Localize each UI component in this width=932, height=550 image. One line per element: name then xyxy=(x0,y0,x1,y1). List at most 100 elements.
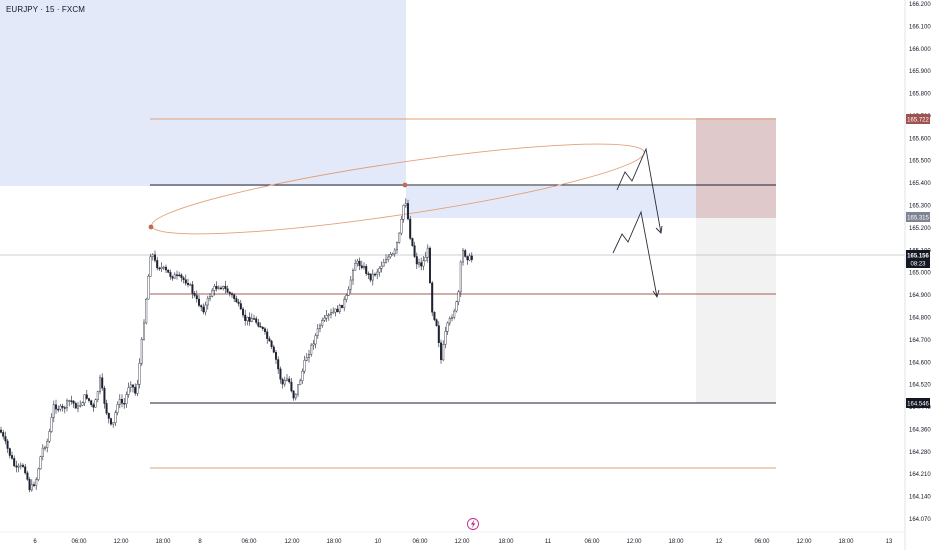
candle-body xyxy=(48,431,51,442)
candle-body xyxy=(349,279,352,290)
candle-body xyxy=(369,273,372,281)
candle-body xyxy=(283,380,286,385)
candle-body xyxy=(90,400,93,405)
candle-body xyxy=(429,247,432,284)
candle-body xyxy=(136,384,139,394)
short-position-stop-zone[interactable] xyxy=(696,118,776,218)
price-axis-label: 166.100 xyxy=(909,24,931,30)
price-axis-label: 166.000 xyxy=(909,47,931,53)
candle-body xyxy=(264,328,267,332)
candle-body xyxy=(323,317,326,321)
candle-body xyxy=(453,310,456,318)
candle-body xyxy=(160,267,163,269)
candle-body xyxy=(415,256,418,265)
time-axis-label: 11 xyxy=(545,539,552,545)
bolt-icon[interactable] xyxy=(467,518,479,530)
candle-body xyxy=(8,448,11,456)
candle-body xyxy=(6,440,9,449)
candle-body xyxy=(213,286,216,291)
candle-body xyxy=(26,472,29,480)
price-axis[interactable]: 166.200 166.100 166.000 165.900 165.800 165.7… xyxy=(909,2,931,523)
candle-body xyxy=(87,398,90,401)
candle-body xyxy=(222,286,225,289)
price-axis-label: 165.400 xyxy=(909,181,931,187)
candle-body xyxy=(219,287,222,290)
candle-body xyxy=(200,305,203,308)
candle-body xyxy=(246,317,249,322)
ellipse-anchor-left[interactable] xyxy=(148,224,154,230)
svg-text:164.546: 164.546 xyxy=(907,402,929,408)
candle-body xyxy=(193,293,196,296)
candle-body xyxy=(233,294,236,299)
candle-body xyxy=(46,441,49,448)
candle-body xyxy=(239,303,242,310)
candle-body xyxy=(235,298,238,303)
candle-body xyxy=(365,266,368,274)
candle-body xyxy=(186,283,189,285)
candle-body xyxy=(407,203,410,220)
projection-path-upper[interactable] xyxy=(616,147,663,234)
ellipse-anchor-right[interactable] xyxy=(402,182,408,188)
candle-body xyxy=(272,346,275,353)
time-axis-label: 06:00 xyxy=(754,539,770,545)
candle-body xyxy=(376,271,379,275)
candle-body xyxy=(171,276,174,279)
candle-body xyxy=(391,253,394,256)
candle-body xyxy=(63,407,66,409)
candle-body xyxy=(468,255,471,261)
candle-body xyxy=(299,380,302,385)
candle-body xyxy=(308,354,311,358)
candle-body xyxy=(178,274,181,277)
candle-body xyxy=(138,363,141,385)
price-axis-label: 164.700 xyxy=(909,338,931,344)
candle-body xyxy=(363,266,366,268)
candle-body xyxy=(44,447,47,449)
candle-body xyxy=(105,403,108,414)
candle-body xyxy=(217,287,220,290)
candle-body xyxy=(17,465,20,468)
price-axis-label: 164.440 xyxy=(909,405,931,411)
candle-body xyxy=(22,464,25,467)
candle-body xyxy=(409,218,412,239)
short-position-target-zone[interactable] xyxy=(696,218,776,403)
time-axis-label: 18:00 xyxy=(326,539,342,545)
candle-body xyxy=(120,399,123,404)
candle-body xyxy=(74,403,77,409)
candle-body xyxy=(345,295,348,300)
candle-body xyxy=(156,260,159,269)
candle-body xyxy=(334,308,337,313)
svg-text:165.722: 165.722 xyxy=(907,118,929,124)
candle-body xyxy=(19,464,22,467)
candle-body xyxy=(319,325,322,329)
candle-body xyxy=(162,266,165,269)
candle-body xyxy=(244,314,247,321)
candle-body xyxy=(321,320,324,326)
candle-body xyxy=(325,315,328,319)
candle-body xyxy=(72,400,75,404)
candle-body xyxy=(426,247,429,258)
candle-body xyxy=(241,308,244,316)
candle-body xyxy=(316,328,319,336)
candle-body xyxy=(15,465,18,468)
candle-body xyxy=(371,273,374,281)
candle-body xyxy=(413,245,416,257)
candle-body xyxy=(457,291,460,302)
candle-body xyxy=(224,286,227,289)
candle-body xyxy=(411,238,414,246)
candle-body xyxy=(230,293,233,296)
candle-body xyxy=(204,304,207,313)
time-axis-label: 06:00 xyxy=(412,539,428,545)
candle-body xyxy=(140,339,143,364)
candle-body xyxy=(404,203,407,206)
candle-body xyxy=(4,436,7,442)
time-axis[interactable]: 6 06:00 12:00 18:00 8 06:00 12:00 18:00 10 06:00 1… xyxy=(33,539,893,545)
candle-body xyxy=(92,404,95,408)
candle-body xyxy=(431,282,434,313)
projection-path-lower[interactable] xyxy=(612,210,660,299)
candle-body xyxy=(354,263,357,271)
time-axis-label: 18:00 xyxy=(498,539,514,545)
candle-body xyxy=(149,256,152,277)
candle-body xyxy=(195,295,198,300)
